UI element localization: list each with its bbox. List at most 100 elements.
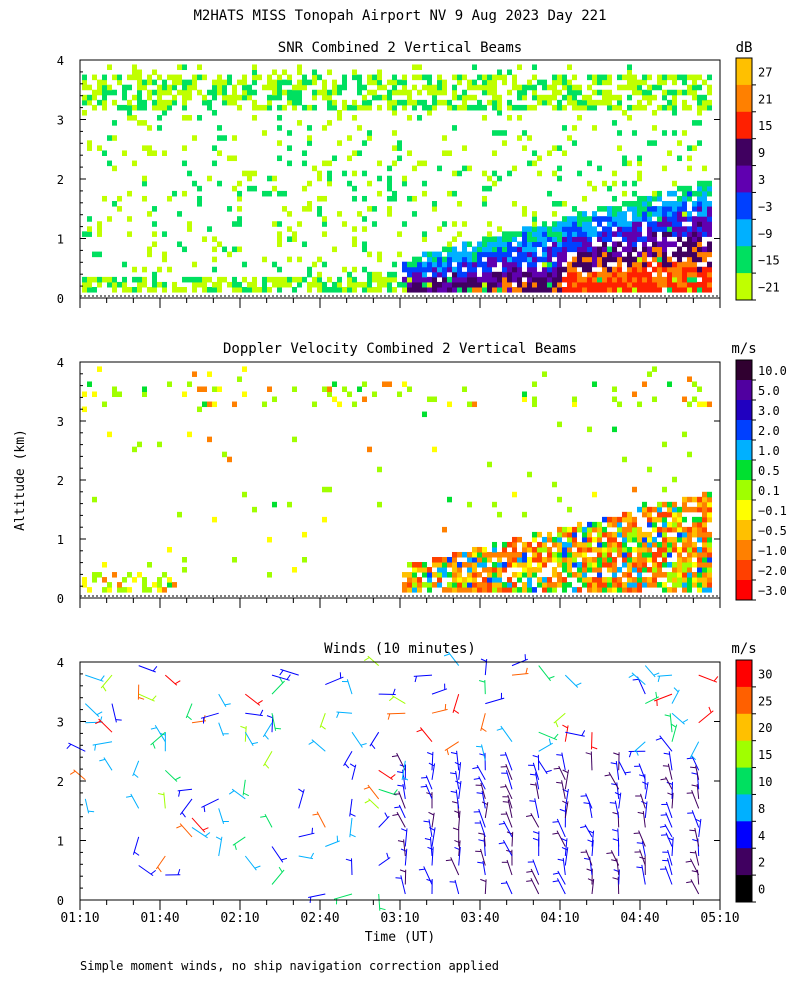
colorbar-swatch: [736, 192, 752, 220]
y-tick-label: 2: [57, 173, 64, 187]
colorbar-label: 4: [758, 829, 765, 843]
doppler-colorbar: 10.0 5.0 3.0 2.0 1.0 0.5 0.1 −0.1 −0.5 −1.0 −2.0 −3…: [735, 359, 787, 601]
snr-axes: 0 1 2 3 4: [57, 54, 721, 308]
x-tick-label: 02:40: [300, 911, 339, 926]
y-tick-label: 4: [57, 356, 64, 370]
doppler-colorbar-unit: m/s: [731, 341, 756, 357]
y-axis-label: Altitude (km): [13, 429, 28, 531]
colorbar-label: 3.0: [758, 404, 780, 418]
y-tick-label: 3: [57, 114, 64, 128]
colorbar-label: 21: [758, 92, 772, 106]
y-tick-label: 2: [57, 775, 64, 789]
y-tick-label: 0: [57, 894, 64, 908]
colorbar-swatch: [736, 138, 752, 167]
colorbar-swatch: [736, 460, 752, 481]
colorbar-swatch: [736, 400, 752, 421]
y-tick-label: 4: [57, 54, 64, 68]
colorbar-swatch: [736, 219, 752, 247]
y-tick-label: 1: [57, 835, 64, 849]
snr-panel: SNR Combined 2 Vertical Beams 0 1 2 3 4 dB 2…: [57, 40, 780, 308]
y-tick-label: 0: [57, 592, 64, 606]
colorbar-swatch: [736, 111, 752, 140]
colorbar-swatch: [736, 821, 752, 849]
y-tick-label: 1: [57, 533, 64, 547]
colorbar-swatch: [736, 686, 752, 715]
doppler-plot-area: [82, 366, 712, 593]
colorbar-swatch: [736, 794, 752, 822]
colorbar-label: 0.5: [758, 464, 780, 478]
y-tick-label: 3: [57, 415, 64, 429]
colorbar-swatch: [736, 520, 752, 541]
snr-colorbar-unit: dB: [736, 40, 753, 56]
y-tick-label: 3: [57, 716, 64, 730]
x-tick-label: 02:10: [220, 911, 259, 926]
colorbar-swatch: [736, 713, 752, 742]
x-tick-label: 01:40: [140, 911, 179, 926]
colorbar-label: 10: [758, 775, 772, 789]
colorbar-label: 0: [758, 883, 765, 897]
colorbar-label: 10.0: [758, 364, 787, 378]
x-tick-label: 01:10: [60, 911, 99, 926]
colorbar-swatch: [736, 740, 752, 769]
colorbar-swatch: [736, 480, 752, 501]
colorbar-label: 3: [758, 173, 765, 187]
colorbar-label: −3: [758, 200, 772, 214]
footnote: Simple moment winds, no ship navigation …: [80, 959, 499, 973]
y-tick-label: 0: [57, 292, 64, 306]
colorbar-label: 1.0: [758, 444, 780, 458]
colorbar-label: 25: [758, 694, 772, 708]
colorbar-swatch: [736, 420, 752, 441]
colorbar-label: 27: [758, 65, 772, 79]
colorbar-swatch: [736, 360, 752, 381]
x-tick-label: 04:10: [540, 911, 579, 926]
figure-title: M2HATS MISS Tonopah Airport NV 9 Aug 202…: [193, 8, 606, 24]
colorbar-label: 8: [758, 802, 765, 816]
y-tick-label: 2: [57, 474, 64, 488]
x-tick-label: 05:10: [700, 911, 739, 926]
colorbar-swatch: [736, 246, 752, 274]
colorbar-swatch: [736, 500, 752, 521]
x-axis-label: Time (UT): [365, 930, 435, 945]
colorbar-swatch: [736, 380, 752, 401]
x-tick-label: 04:40: [620, 911, 659, 926]
colorbar-swatch: [736, 440, 752, 461]
colorbar-label: 5.0: [758, 384, 780, 398]
colorbar-swatch: [736, 767, 752, 795]
colorbar-swatch: [736, 273, 752, 301]
colorbar-label: −1.0: [758, 544, 787, 558]
colorbar-swatch: [736, 875, 752, 903]
colorbar-label: −2.0: [758, 564, 787, 578]
colorbar-label: −0.1: [758, 504, 787, 518]
y-tick-label: 1: [57, 233, 64, 247]
colorbar-label: 2: [758, 856, 765, 870]
colorbar-label: −21: [758, 281, 780, 295]
snr-plot-area: [82, 64, 712, 293]
doppler-panel-title: Doppler Velocity Combined 2 Vertical Bea…: [223, 341, 577, 357]
snr-colorbar: 27 21 15 9 3 −3 −9 −15 −21: [735, 57, 780, 301]
colorbar-label: −0.5: [758, 524, 787, 538]
doppler-axes: 0 1 2 3 4: [57, 356, 721, 608]
colorbar-label: 2.0: [758, 424, 780, 438]
colorbar-swatch: [736, 580, 752, 601]
colorbar-label: 30: [758, 667, 772, 681]
colorbar-swatch: [736, 848, 752, 876]
y-tick-label: 4: [57, 656, 64, 670]
colorbar-label: 15: [758, 119, 772, 133]
colorbar-label: 0.1: [758, 484, 780, 498]
colorbar-label: −15: [758, 254, 780, 268]
winds-colorbar-unit: m/s: [731, 641, 756, 657]
colorbar-label: 9: [758, 146, 765, 160]
doppler-panel: Doppler Velocity Combined 2 Vertical Bea…: [57, 341, 787, 608]
colorbar-swatch: [736, 560, 752, 581]
winds-axes: 0 1 2 3 4 01:10 01:40 02:10 02:40 03:10 03:40 04:10…: [57, 656, 740, 926]
colorbar-swatch: [736, 165, 752, 193]
winds-panel-title: Winds (10 minutes): [324, 641, 476, 657]
colorbar-swatch: [736, 84, 752, 113]
x-tick-label: 03:40: [460, 911, 499, 926]
colorbar-label: 15: [758, 748, 772, 762]
colorbar-label: 20: [758, 721, 772, 735]
x-tick-label: 03:10: [380, 911, 419, 926]
